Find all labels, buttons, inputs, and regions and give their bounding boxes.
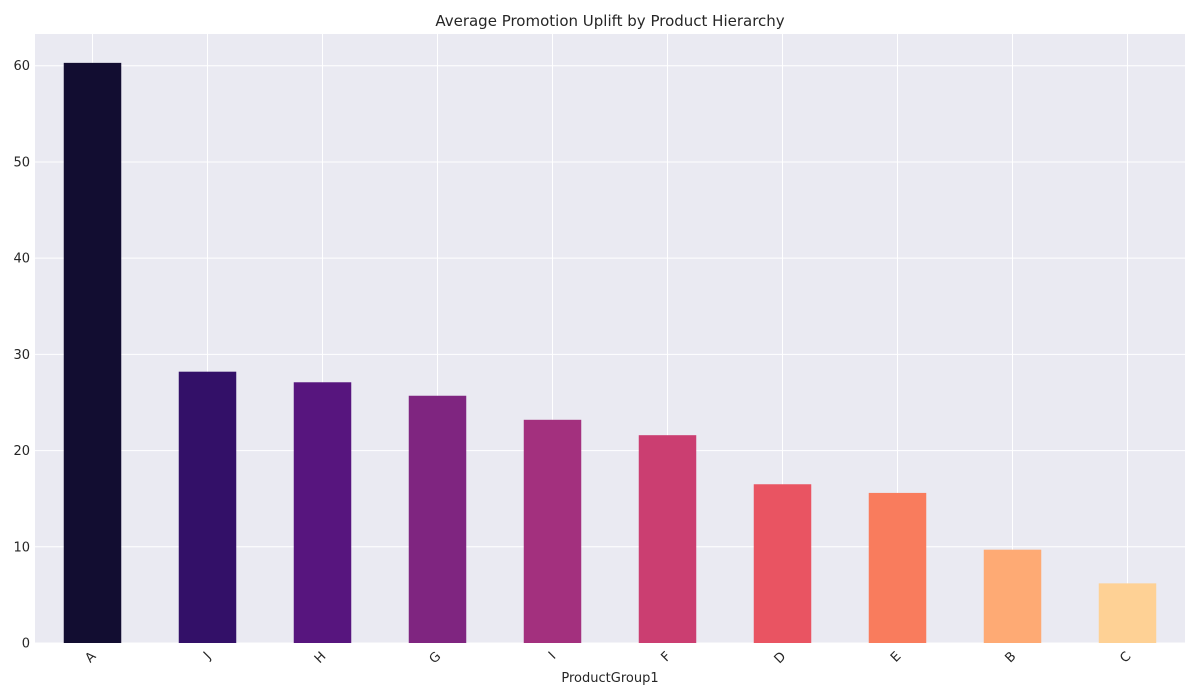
bar-I xyxy=(523,419,582,643)
y-tick-label: 50 xyxy=(13,155,30,170)
bar-C xyxy=(1098,583,1157,643)
bar-G xyxy=(408,395,467,643)
x-tick-label: J xyxy=(200,649,214,663)
x-tick-label: E xyxy=(888,649,904,665)
x-tick-label: D xyxy=(772,649,790,667)
x-axis-label: ProductGroup1 xyxy=(561,671,658,686)
x-tick-label: I xyxy=(546,649,559,662)
bars xyxy=(63,62,1157,644)
y-tick-label: 10 xyxy=(13,540,30,555)
bar-B xyxy=(983,549,1042,643)
y-axis-ticks: 0 10 20 30 40 50 60 xyxy=(13,59,30,651)
y-tick-label: 30 xyxy=(13,348,30,363)
y-tick-label: 40 xyxy=(13,252,30,267)
bar-H xyxy=(293,382,352,643)
y-tick-label: 60 xyxy=(13,59,30,74)
x-tick-label: C xyxy=(1117,649,1134,666)
x-tick-label: A xyxy=(82,649,99,666)
chart-title: Average Promotion Uplift by Product Hier… xyxy=(435,12,784,30)
x-tick-label: G xyxy=(427,649,445,667)
x-tick-label: H xyxy=(312,649,330,667)
y-tick-label: 20 xyxy=(13,444,30,459)
x-tick-label: F xyxy=(658,649,674,665)
bar-J xyxy=(178,371,237,643)
bar-E xyxy=(868,492,927,643)
y-tick-label: 0 xyxy=(22,637,30,652)
x-tick-label: B xyxy=(1002,649,1019,666)
bar-F xyxy=(638,435,697,643)
bar-A xyxy=(63,62,122,644)
bar-D xyxy=(753,484,812,643)
